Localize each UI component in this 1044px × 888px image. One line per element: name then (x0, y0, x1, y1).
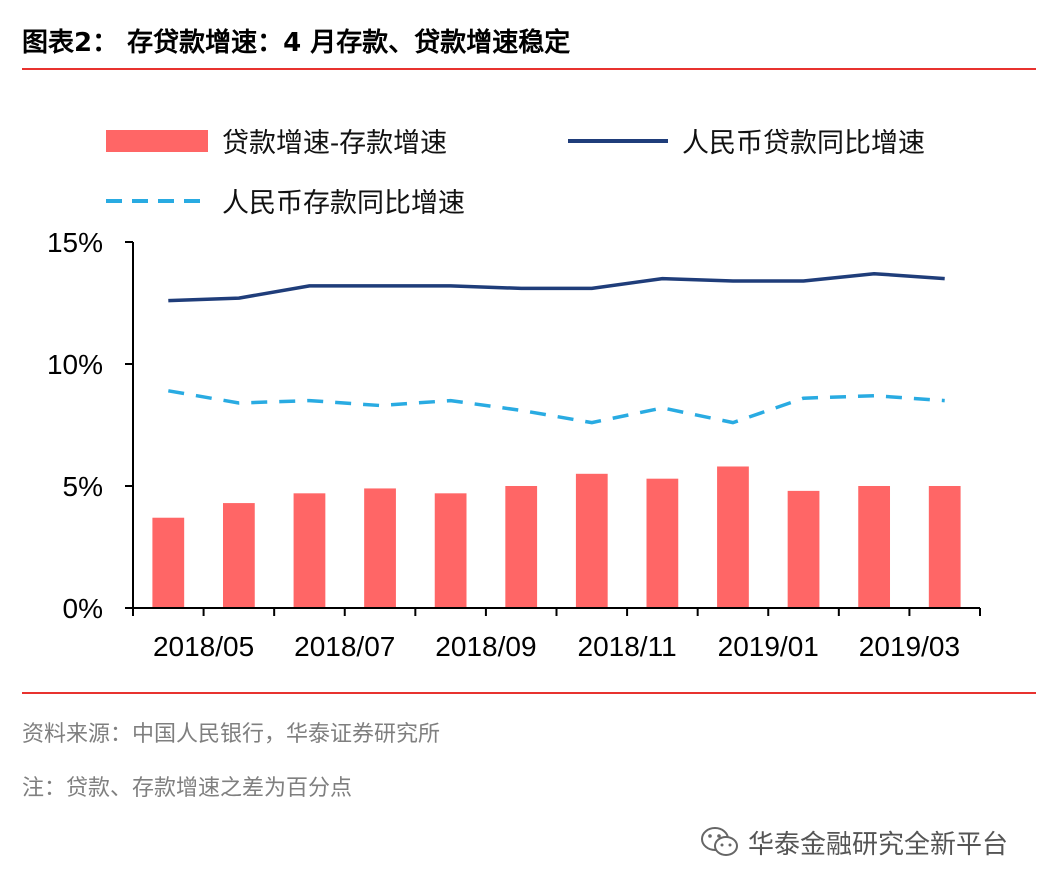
top-divider (22, 68, 1036, 70)
x-tick-label: 2018/09 (435, 631, 536, 662)
bar-2018/10 (505, 486, 538, 608)
legend-swatch-bar (106, 130, 208, 152)
plot-area: 0% 5% 10% 15% 2018/05 2018/07 2018/09 2018/11 20… (47, 227, 981, 662)
bar-2018/12 (646, 478, 679, 608)
bar-2019/02 (787, 490, 820, 608)
line-deposit-growth (168, 389, 945, 425)
legend: 贷款增速-存款增速 人民币贷款同比增速 人民币存款同比增速 (106, 128, 925, 219)
x-tick-label: 2019/03 (859, 631, 960, 662)
bar-2019/01 (717, 466, 749, 608)
watermark-text: 华泰金融研究全新平台 (748, 829, 1009, 860)
bar-2018/05 (152, 517, 185, 608)
chart: 贷款增速-存款增速 人民币贷款同比增速 人民币存款同比增速 0% 5% 10% 15%… (47, 128, 981, 662)
legend-label-deposit: 人民币存款同比增速 (222, 188, 465, 219)
y-tick-label: 0% (63, 593, 103, 624)
y-tick-label: 5% (63, 471, 103, 502)
x-tick-label: 2018/05 (153, 631, 254, 662)
footnote: 注：贷款、存款增速之差为百分点 (22, 776, 353, 801)
bar-2018/11 (575, 473, 608, 608)
line-loan-growth (168, 271, 945, 303)
bar-2019/04 (928, 486, 961, 608)
bar-2018/07 (293, 493, 326, 608)
bar-2018/09 (434, 493, 467, 608)
x-tick-label: 2018/11 (578, 631, 677, 662)
bar-2018/06 (222, 503, 255, 608)
source-note: 资料来源：中国人民银行，华泰证券研究所 (22, 722, 441, 747)
chart-title: 图表2： 存贷款增速：4 月存款、贷款增速稳定 (22, 28, 571, 58)
x-tick-label: 2019/01 (718, 631, 819, 662)
y-tick-label: 10% (47, 349, 103, 380)
bottom-divider (22, 692, 1036, 694)
bar-2018/08 (364, 488, 396, 608)
legend-label-bar: 贷款增速-存款增速 (222, 128, 447, 159)
legend-label-loan: 人民币贷款同比增速 (682, 128, 925, 159)
watermark: 华泰金融研究全新平台 (700, 822, 1008, 862)
y-tick-label: 15% (47, 227, 103, 258)
x-tick-label: 2018/07 (294, 631, 395, 662)
bar-2019/03 (858, 486, 891, 608)
wechat-icon (701, 827, 738, 856)
